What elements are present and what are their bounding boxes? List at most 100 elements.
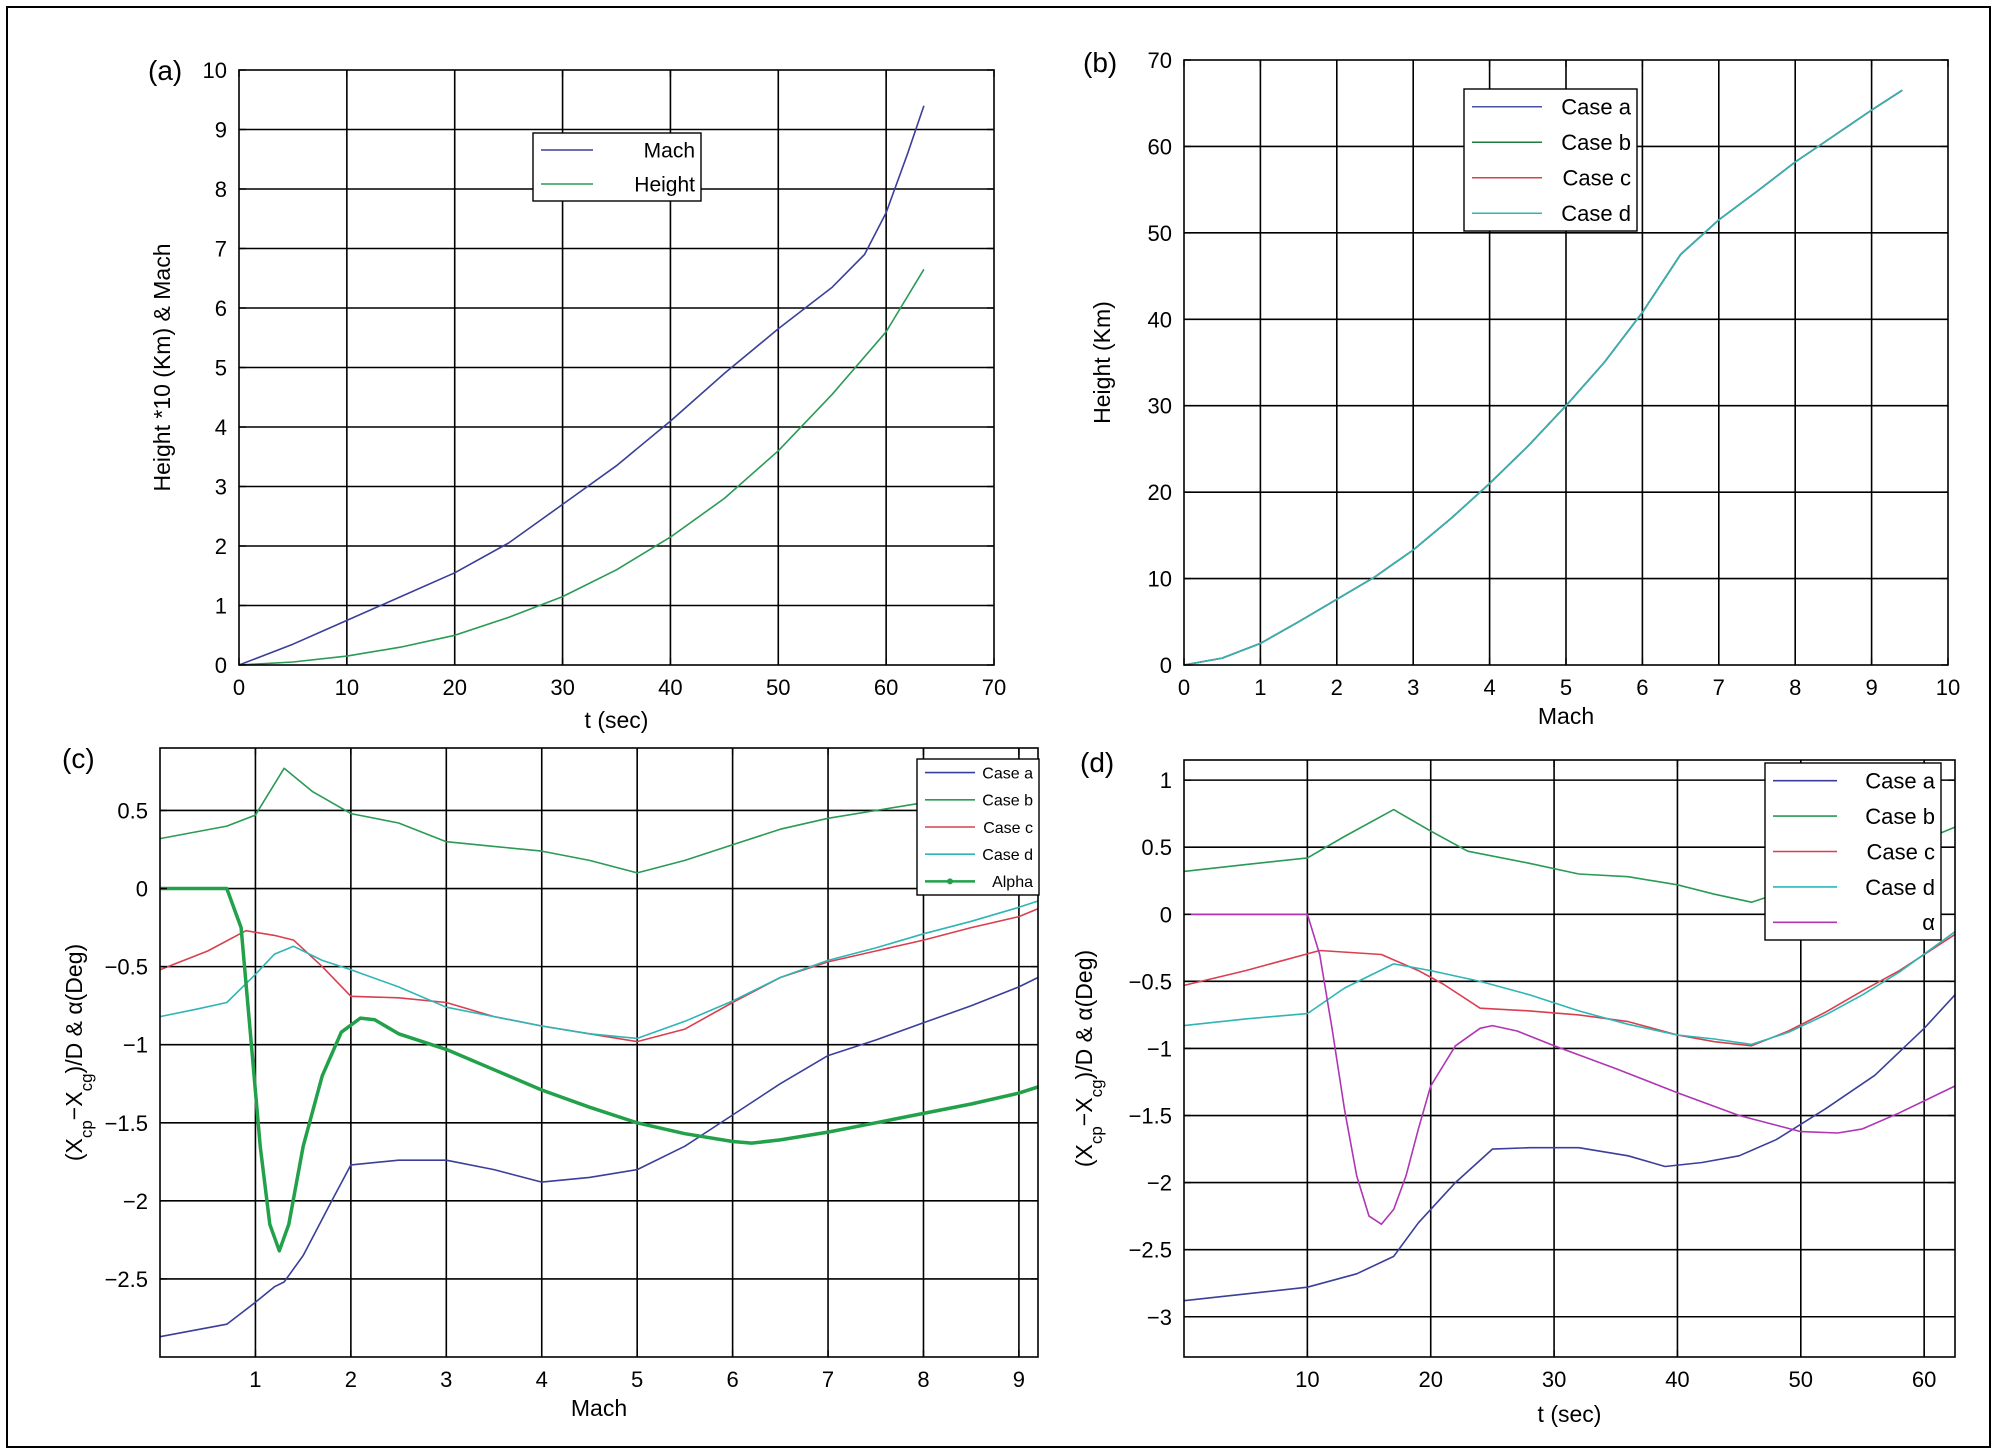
y-tick-label: 2 (215, 534, 227, 559)
y-tick-label: 1 (1160, 768, 1172, 793)
legend-entry: α (1922, 910, 1935, 935)
y-tick-label: 0.5 (1141, 835, 1172, 860)
legend-entry: Case b (1561, 130, 1631, 155)
x-tick-label: 50 (1789, 1367, 1813, 1392)
series-line-case-a (159, 976, 1039, 1338)
panel-a: 0 10 20 30 40 50 60 70 0 1 2 3 4 5 6 7 8 9 10 (a) t (sec) Hei… (148, 55, 1006, 733)
legend-entry: Case d (1561, 201, 1631, 226)
series-line-α (1184, 913, 1956, 1225)
y-tick-label: 0 (1160, 653, 1172, 678)
y-tick-label: 4 (215, 415, 227, 440)
x-tick-label: 20 (1418, 1367, 1442, 1392)
x-tick-label: 20 (442, 675, 466, 700)
y-axis-label: Height (Km) (1089, 301, 1115, 424)
x-tick-label: 40 (1665, 1367, 1689, 1392)
x-tick-label: 4 (1483, 675, 1495, 700)
y-axis-label-part: )/D & α(Deg) (1071, 950, 1097, 1080)
y-axis-label-subscript: cg (1087, 1079, 1106, 1097)
y-tick-label: 0 (215, 653, 227, 678)
legend-entry: Case c (983, 820, 1033, 837)
x-tick-label: 7 (1713, 675, 1725, 700)
x-tick-label: 60 (1912, 1367, 1936, 1392)
x-tick-label: 1 (1254, 675, 1266, 700)
y-tick-label: 0 (1160, 902, 1172, 927)
x-tick-label: 2 (345, 1367, 357, 1392)
x-tick-label: 10 (1936, 675, 1960, 700)
y-tick-label: −2.5 (1129, 1238, 1172, 1263)
series-line-case-d (1183, 931, 1956, 1046)
legend-entry: Case a (1561, 95, 1631, 120)
panel-b: 0 1 2 3 4 5 6 7 8 9 10 0 10 20 30 40 50 60 70 (b) Mach Height… (1083, 47, 1960, 729)
y-axis-label-part: )/D & α(Deg) (61, 944, 87, 1074)
x-tick-label: 9 (1865, 675, 1877, 700)
y-tick-label: 7 (215, 237, 227, 262)
x-tick-label: 70 (982, 675, 1006, 700)
panel-label: (b) (1083, 47, 1117, 78)
y-tick-label: 10 (1148, 567, 1172, 592)
legend-box (916, 758, 1040, 896)
y-axis-label: (Xcp−Xcg)/D & α(Deg) (61, 944, 96, 1161)
legend-entry: Case b (1865, 804, 1935, 829)
x-tick-label: 4 (536, 1367, 548, 1392)
y-tick-label: −0.5 (1129, 969, 1172, 994)
x-tick-label: 3 (440, 1367, 452, 1392)
x-axis-label: t (sec) (585, 707, 649, 733)
x-tick-label: 8 (1789, 675, 1801, 700)
y-axis-label-subscript: cp (77, 1120, 96, 1138)
y-tick-label: 70 (1148, 48, 1172, 73)
y-axis-label-subscript: cg (77, 1073, 96, 1091)
panel-c: 1 2 3 4 5 6 7 8 9 0.5 0 −0.5 −1 −1.5 −2 −2.5 (c) Mach (Xcp… (61, 743, 1040, 1421)
x-tick-label: 10 (335, 675, 359, 700)
y-tick-label: −1.5 (105, 1111, 148, 1136)
legend-entry: Case d (982, 847, 1033, 864)
x-tick-label: 7 (822, 1367, 834, 1392)
panel-label: (c) (62, 743, 95, 774)
plot-area (160, 748, 1038, 1357)
y-axis-label-part: (X (61, 1138, 87, 1161)
legend: Mach Height (532, 132, 702, 202)
series-line-case-b (159, 767, 972, 874)
legend: Case a Case b Case c Case d (1463, 88, 1638, 232)
y-tick-label: 3 (215, 475, 227, 500)
legend-entry: Case c (1563, 166, 1631, 191)
y-axis-label: (Xcp−Xcg)/D & α(Deg) (1071, 950, 1106, 1167)
panel-label: (d) (1080, 747, 1114, 778)
x-tick-label: 3 (1407, 675, 1419, 700)
series-line-alpha (160, 886, 1039, 1253)
x-axis-label: t (sec) (1538, 1401, 1602, 1427)
x-axis-label: Mach (571, 1395, 627, 1421)
y-tick-label: 40 (1148, 307, 1172, 332)
x-tick-label: 9 (1013, 1367, 1025, 1392)
legend-marker (947, 878, 953, 885)
y-tick-label: 30 (1148, 394, 1172, 419)
legend-entry: Height (634, 174, 695, 197)
y-tick-label: −2 (123, 1189, 148, 1214)
y-tick-label: 50 (1148, 221, 1172, 246)
y-tick-label: 9 (215, 118, 227, 143)
y-tick-label: −1.5 (1129, 1104, 1172, 1129)
y-tick-label: 10 (203, 58, 227, 83)
series-line-case-a (1183, 994, 1956, 1302)
legend-entry: Case a (1865, 769, 1935, 794)
y-axis-label-part: −X (61, 1091, 87, 1120)
x-tick-label: 6 (1636, 675, 1648, 700)
y-axis-label-part: (X (1071, 1144, 1097, 1167)
series-line-mach (238, 105, 925, 666)
x-tick-label: 0 (233, 675, 245, 700)
legend-entry: Case a (982, 765, 1033, 782)
y-axis-label-subscript: cp (1087, 1126, 1106, 1144)
y-tick-label: 0.5 (117, 798, 148, 823)
legend: Case a Case b Case c Case d Alpha (916, 758, 1040, 896)
y-tick-label: −3 (1147, 1305, 1172, 1330)
y-tick-label: 1 (215, 594, 227, 619)
y-tick-label: 6 (215, 296, 227, 321)
y-tick-label: −2 (1147, 1171, 1172, 1196)
legend-entry: Case d (1865, 875, 1935, 900)
x-tick-label: 5 (631, 1367, 643, 1392)
x-tick-label: 0 (1178, 675, 1190, 700)
y-axis-label: Height *10 (Km) & Mach (149, 244, 175, 492)
legend-entry: Alpha (992, 874, 1033, 891)
series-line-case-d (159, 900, 1039, 1040)
y-tick-label: 20 (1148, 480, 1172, 505)
